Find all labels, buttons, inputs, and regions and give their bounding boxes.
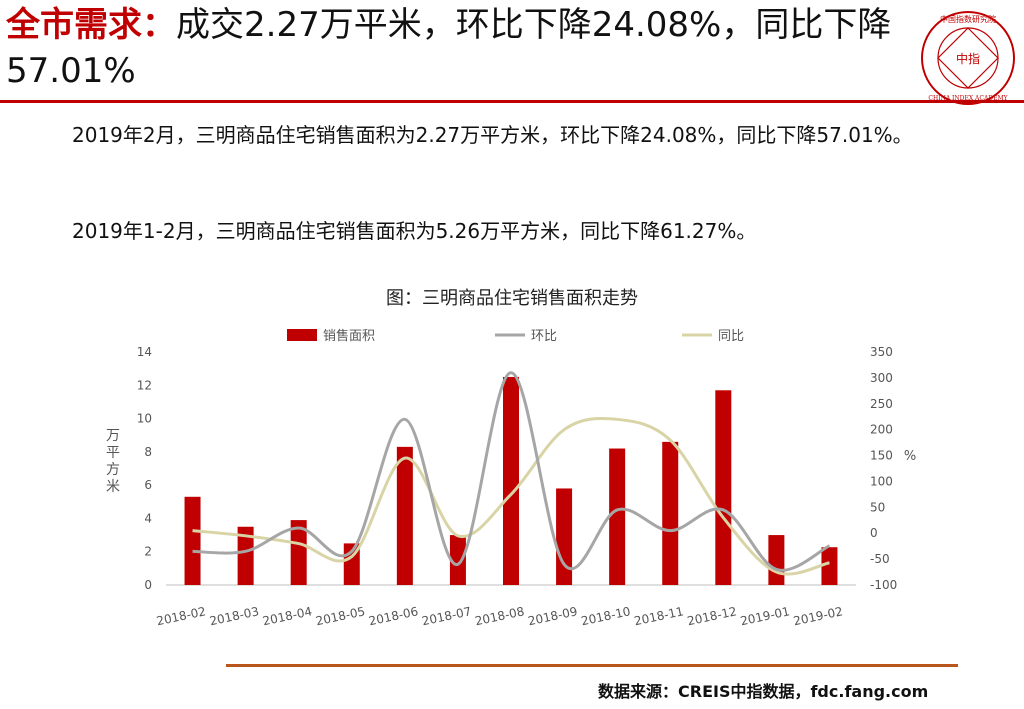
y2-axis-label: % — [904, 449, 916, 464]
x-tick-label: 2019-02 — [792, 604, 844, 628]
y2-tick-label: 250 — [870, 397, 893, 411]
line-series-yoy — [192, 416, 830, 576]
bar — [556, 488, 573, 585]
y2-tick-label: -50 — [870, 552, 890, 566]
legend-swatch — [287, 329, 317, 341]
y2-tick-label: 350 — [870, 345, 893, 359]
line-series-mom — [192, 371, 831, 572]
page-title: 全市需求：成交2.27万平米，环比下降24.08%，同比下降57.01% — [6, 2, 906, 94]
x-tick-label: 2018-04 — [261, 604, 313, 628]
paragraph-monthly: 2019年2月，三明商品住宅销售面积为2.27万平方米，环比下降24.08%，同… — [72, 123, 913, 147]
chart-title: 图：三明商品住宅销售面积走势 — [386, 288, 638, 309]
bar — [449, 535, 466, 585]
y-tick-label: 2 — [144, 545, 152, 559]
y-tick-label: 4 — [144, 511, 152, 525]
y-axis-label: 方 — [106, 462, 120, 478]
y2-tick-label: 0 — [870, 526, 878, 540]
x-tick-label: 2018-10 — [580, 604, 632, 628]
header-divider — [0, 100, 1024, 103]
x-tick-label: 2018-05 — [314, 604, 366, 628]
x-tick-label: 2018-09 — [527, 604, 579, 628]
logo-top-text: 中国指数研究院 — [940, 14, 996, 24]
china-index-academy-logo: 中国指数研究院 中指 CHINA INDEX ACADEMY — [921, 11, 1015, 105]
x-tick-label: 2018-11 — [633, 604, 685, 628]
x-tick-label: 2019-01 — [739, 604, 791, 628]
y2-tick-label: 300 — [870, 371, 893, 385]
bar — [662, 441, 679, 585]
x-tick-label: 2018-06 — [368, 604, 420, 628]
y-tick-label: 12 — [137, 378, 152, 392]
bar — [237, 526, 254, 585]
x-tick-label: 2018-07 — [421, 604, 473, 628]
title-accent: 全市需求： — [6, 5, 176, 45]
bar — [609, 448, 626, 585]
paragraph-ytd: 2019年1-2月，三明商品住宅销售面积为5.26万平方米，同比下降61.27%… — [72, 219, 757, 243]
bar — [396, 446, 413, 585]
legend-label: 同比 — [718, 329, 744, 344]
bar — [184, 496, 201, 585]
y-tick-label: 6 — [144, 478, 152, 492]
x-tick-label: 2018-12 — [686, 604, 738, 628]
y-tick-label: 10 — [137, 412, 152, 426]
y2-tick-label: 50 — [870, 500, 885, 514]
y2-tick-label: 150 — [870, 449, 893, 463]
y-tick-label: 8 — [144, 445, 152, 459]
title-text: 成交2.27万平米，环比下降24.08%，同比下降57.01% — [6, 5, 892, 91]
y2-tick-label: 100 — [870, 474, 893, 488]
logo-center-text: 中指 — [956, 51, 980, 66]
x-tick-label: 2018-02 — [155, 604, 207, 628]
legend-label: 销售面积 — [323, 328, 375, 344]
bar — [768, 535, 785, 585]
y-axis-label: 米 — [106, 479, 120, 495]
legend-label: 环比 — [531, 329, 557, 344]
y2-tick-label: -100 — [870, 578, 897, 592]
logo-bottom-text: CHINA INDEX ACADEMY — [928, 95, 1008, 102]
y-axis-label: 万 — [106, 428, 120, 444]
bar — [715, 390, 732, 585]
footer-divider — [226, 664, 958, 667]
bar — [503, 376, 519, 585]
x-tick-label: 2018-03 — [208, 604, 260, 628]
y-tick-label: 14 — [137, 345, 152, 359]
bar — [821, 547, 838, 585]
x-tick-label: 2018-08 — [474, 604, 526, 628]
data-source: 数据来源：CREIS中指数据，fdc.fang.com — [598, 682, 929, 701]
y2-tick-label: 200 — [870, 423, 893, 437]
bar — [290, 520, 307, 585]
y-tick-label: 0 — [144, 578, 152, 592]
y-axis-label: 平 — [106, 445, 120, 461]
